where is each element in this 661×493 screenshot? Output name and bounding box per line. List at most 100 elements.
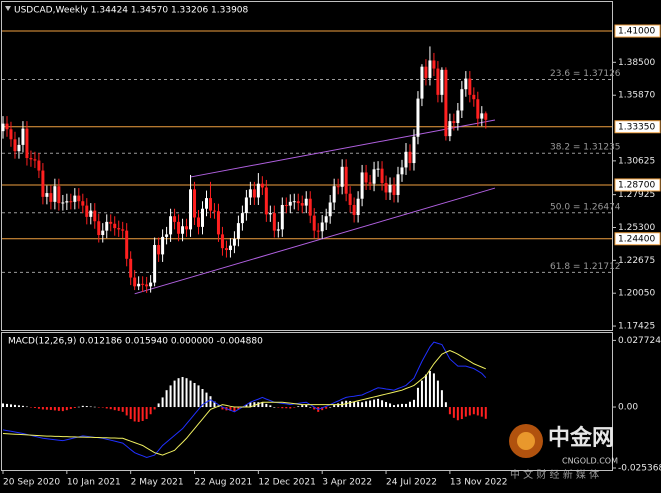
- price-box: [614, 178, 661, 192]
- candle-body: [412, 136, 416, 164]
- macd-histogram-bar: [213, 401, 216, 408]
- candle-body: [240, 213, 244, 224]
- macd-histogram-bar: [456, 407, 459, 421]
- candle-body: [372, 169, 376, 184]
- chart-title: USDCAD,Weekly 1.34424 1.34570 1.33206 1.…: [14, 6, 249, 16]
- candle-body: [193, 189, 197, 218]
- macd-histogram-bar: [404, 403, 407, 408]
- candle-body: [312, 215, 316, 231]
- watermark-tagline: 中 文 财 经 新 媒 体: [510, 468, 599, 481]
- y-tick-label: 1.30625: [618, 156, 655, 166]
- macd-histogram-bar: [444, 402, 447, 408]
- candle-body: [252, 189, 256, 198]
- candle-body: [204, 198, 208, 209]
- macd-histogram-bar: [53, 407, 56, 411]
- macd-histogram-bar: [109, 407, 112, 410]
- macd-histogram-bar: [141, 407, 144, 421]
- candle-body: [161, 236, 165, 255]
- macd-histogram-bar: [193, 382, 196, 408]
- macd-histogram-bar: [25, 406, 28, 408]
- macd-histogram-bar: [309, 407, 312, 408]
- macd-histogram-bar: [373, 399, 376, 408]
- candle-body: [448, 121, 452, 137]
- macd-histogram-bar: [464, 407, 467, 417]
- macd-histogram-bar: [261, 402, 264, 408]
- candle-body: [440, 69, 444, 95]
- x-tick-label: 3 Apr 2022: [322, 478, 372, 488]
- candle-body: [141, 283, 145, 285]
- macd-histogram-bar: [420, 380, 423, 408]
- candle-body: [384, 183, 388, 193]
- macd-histogram-bar: [480, 407, 483, 417]
- candle-body: [436, 68, 440, 95]
- macd-histogram-bar: [357, 401, 360, 408]
- macd-histogram-bar: [101, 407, 104, 408]
- macd-histogram-bar: [408, 401, 411, 408]
- price-box: [614, 24, 661, 38]
- macd-histogram-bar: [81, 405, 84, 408]
- candle-body: [37, 160, 41, 171]
- candle-body: [189, 189, 193, 230]
- y-tick-label: 1.35870: [618, 91, 655, 101]
- y-tick-label: -0.025368: [618, 464, 661, 474]
- macd-histogram-bar: [49, 407, 52, 410]
- watermark-logo-inner: [517, 432, 535, 450]
- macd-histogram-bar: [305, 404, 308, 408]
- macd-histogram-bar: [157, 403, 160, 408]
- candle-body: [212, 210, 216, 212]
- macd-histogram-bar: [57, 407, 60, 411]
- candle-body: [45, 193, 49, 197]
- candle-body: [452, 121, 456, 124]
- candle-body: [129, 258, 133, 278]
- candle-body: [69, 201, 73, 203]
- candle-body: [73, 195, 77, 202]
- macd-histogram-bar: [149, 407, 152, 415]
- macd-histogram-bar: [253, 402, 256, 408]
- candle-body: [201, 208, 204, 227]
- candle-body: [300, 203, 304, 206]
- macd-histogram-bar: [45, 407, 48, 410]
- candle-body: [340, 166, 344, 187]
- candle-body: [105, 221, 109, 231]
- candle-body: [456, 110, 460, 124]
- candle-body: [296, 201, 300, 204]
- macd-histogram-bar: [416, 387, 419, 408]
- candle-body: [61, 202, 65, 204]
- macd-histogram-bar: [424, 374, 427, 408]
- symbol-icon: [5, 6, 11, 11]
- trendline: [190, 119, 496, 178]
- macd-histogram-bar: [273, 407, 276, 408]
- candle-body: [304, 198, 308, 206]
- macd-line: [2, 341, 487, 459]
- y-tick-label: 1.22675: [618, 256, 655, 266]
- macd-histogram-bar: [333, 405, 336, 408]
- macd-histogram-bar: [385, 401, 388, 408]
- candle-body: [125, 230, 129, 259]
- macd-histogram-bar: [389, 403, 392, 408]
- macd-histogram-bar: [177, 378, 180, 408]
- candle-body: [324, 216, 328, 223]
- candle-body: [404, 151, 408, 168]
- macd-histogram-bar: [289, 407, 292, 409]
- macd-histogram-bar: [381, 400, 384, 408]
- candle-body: [25, 128, 29, 159]
- x-tick-label: 20 Sep 2020: [3, 478, 60, 488]
- macd-histogram-bar: [129, 407, 132, 420]
- macd-histogram-bar: [137, 407, 140, 422]
- candle-body: [344, 166, 348, 194]
- macd-histogram-bar: [257, 402, 260, 408]
- candle-body: [93, 210, 97, 222]
- candle-body: [1, 123, 5, 132]
- macd-histogram-bar: [169, 385, 172, 408]
- candle-body: [57, 186, 61, 204]
- macd-histogram-bar: [181, 376, 184, 408]
- macd-histogram-bar: [17, 405, 20, 408]
- macd-histogram-bar: [97, 407, 100, 408]
- macd-histogram-bar: [229, 407, 232, 411]
- macd-histogram-bar: [325, 407, 328, 409]
- candle-body: [21, 128, 25, 145]
- macd-histogram-bar: [460, 407, 463, 420]
- candle-body: [165, 234, 169, 237]
- macd-histogram-bar: [440, 390, 443, 408]
- macd-histogram-bar: [233, 407, 236, 412]
